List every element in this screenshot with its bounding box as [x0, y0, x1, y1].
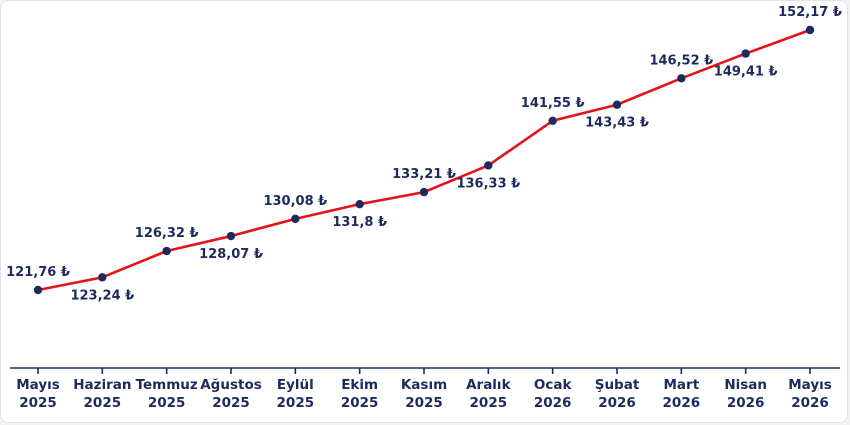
- data-point: [419, 187, 429, 197]
- x-tick-label: Ekim 2025: [341, 377, 379, 411]
- data-label: 126,32 ₺: [135, 226, 199, 241]
- data-point: [548, 116, 557, 125]
- data-label: 149,41 ₺: [714, 65, 778, 80]
- data-point: [741, 49, 750, 58]
- data-label: 131,8 ₺: [332, 215, 387, 230]
- series-line: [37, 28, 811, 292]
- data-point: [484, 161, 493, 170]
- x-tick-label: Mayıs 2025: [16, 377, 60, 411]
- data-label: 143,43 ₺: [585, 116, 649, 131]
- data-label: 133,21 ₺: [392, 167, 456, 182]
- data-point: [355, 199, 364, 209]
- data-label: 136,33 ₺: [456, 176, 520, 191]
- data-point: [98, 273, 107, 282]
- data-point: [677, 74, 686, 83]
- x-tick-label: Eylül 2025: [277, 377, 315, 411]
- data-label: 128,07 ₺: [199, 247, 263, 262]
- data-label: 121,76 ₺: [6, 265, 70, 280]
- data-point: [226, 231, 236, 241]
- data-point: [291, 214, 300, 224]
- data-label: 152,17 ₺: [778, 5, 842, 20]
- x-tick-label: Temmuz 2025: [136, 377, 198, 411]
- data-label: 123,24 ₺: [70, 288, 134, 303]
- data-point: [162, 246, 171, 256]
- x-tick-label: Mart 2026: [663, 377, 701, 411]
- x-tick-label: Aralık 2025: [466, 377, 511, 411]
- x-tick-label: Kasım 2025: [401, 377, 447, 411]
- data-point: [33, 285, 43, 295]
- x-tick-label: Nisan 2026: [724, 377, 767, 411]
- x-tick-label: Mayıs 2026: [788, 377, 832, 411]
- data-label: 130,08 ₺: [263, 194, 327, 209]
- x-tick-label: Ağustos 2025: [200, 377, 262, 411]
- x-tick-label: Şubat 2026: [595, 377, 640, 411]
- data-point: [805, 25, 815, 35]
- x-tick-label: Haziran 2025: [73, 377, 131, 411]
- data-label: 141,55 ₺: [521, 96, 585, 111]
- data-label: 146,52 ₺: [649, 53, 713, 68]
- x-tick-label: Ocak 2026: [534, 377, 573, 411]
- data-point: [612, 100, 622, 109]
